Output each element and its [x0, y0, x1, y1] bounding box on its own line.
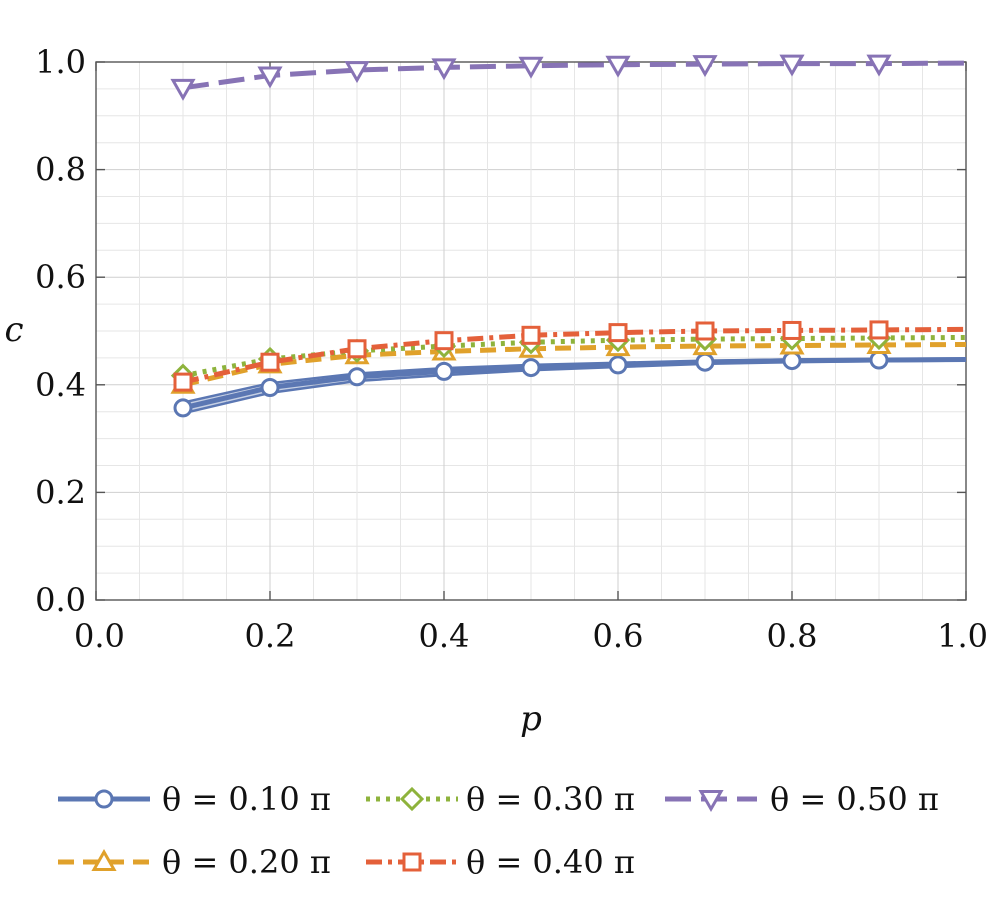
axis-ticks: 0.0 0.2 0.4 0.6 0.8 1.0 0.0 0.2 0.4 0.6 0.8 1.0	[35, 43, 988, 655]
y-tick-label: 0.8	[35, 151, 86, 189]
legend-label: θ = 0.20 π	[162, 843, 331, 881]
series-5-line	[182, 60, 967, 91]
grid	[96, 62, 966, 600]
series-1-point	[782, 351, 802, 371]
series-5-point	[344, 61, 370, 84]
series-5-point	[431, 58, 457, 81]
series-5-point	[866, 54, 892, 77]
series-5-point	[779, 54, 805, 77]
legend-marker	[91, 848, 117, 871]
series-1-line	[182, 357, 967, 411]
series-2-line	[182, 341, 967, 388]
series-4-point	[608, 323, 628, 343]
series-4-point	[782, 320, 802, 340]
legend-entry: θ = 0.50 π	[665, 780, 939, 818]
legend-marker	[399, 786, 425, 812]
series-group	[170, 54, 967, 418]
series-5-point	[170, 78, 196, 101]
y-tick-label: 0.2	[35, 473, 86, 511]
series-4-point	[695, 321, 715, 341]
x-axis-label: p	[520, 699, 542, 739]
legend-entry: θ = 0.40 π	[366, 843, 635, 881]
series-1-point	[434, 361, 454, 381]
series-4-point	[521, 325, 541, 345]
legend: θ = 0.10 π θ = 0.20 π θ = 0.30 π θ = 0.40 π…	[58, 780, 939, 881]
series-1-point	[260, 377, 280, 397]
x-tick-label: 0.0	[74, 617, 125, 655]
series-5-point	[692, 55, 718, 78]
series-1-point	[173, 398, 193, 418]
x-tick-label: 0.8	[767, 617, 818, 655]
legend-marker	[94, 789, 114, 809]
series-1	[173, 350, 967, 418]
series-4-point	[347, 339, 367, 359]
series-1-point	[869, 350, 889, 370]
series-1-point	[521, 358, 541, 378]
y-tick-label: 0.6	[35, 258, 86, 296]
series-5-point	[257, 66, 283, 89]
series-5-point	[605, 55, 631, 78]
y-tick-label: 0.0	[35, 581, 86, 619]
y-tick-label: 1.0	[35, 43, 86, 81]
legend-entry: θ = 0.10 π	[58, 780, 331, 818]
legend-entry: θ = 0.30 π	[366, 780, 635, 818]
legend-label: θ = 0.10 π	[162, 780, 331, 818]
x-tick-label: 0.2	[245, 617, 296, 655]
legend-label: θ = 0.40 π	[466, 843, 635, 881]
legend-label: θ = 0.30 π	[466, 780, 635, 818]
legend-label: θ = 0.50 π	[770, 780, 939, 818]
x-tick-label: 1.0	[937, 617, 988, 655]
legend-marker	[402, 852, 422, 872]
x-tick-label: 0.4	[419, 617, 470, 655]
series-4-point	[173, 372, 193, 392]
series-5-point	[518, 56, 544, 79]
series-1-point	[347, 367, 367, 387]
legend-entry: θ = 0.20 π	[58, 843, 331, 881]
series-4-line	[182, 326, 967, 385]
series-4-point	[434, 331, 454, 351]
series-4	[173, 320, 967, 392]
x-tick-label: 0.6	[593, 617, 644, 655]
series-1-point	[608, 355, 628, 375]
series-4-point	[260, 352, 280, 372]
y-axis-label: c	[4, 310, 23, 350]
legend-marker	[698, 790, 724, 813]
y-tick-label: 0.4	[35, 366, 86, 404]
series-1-point	[695, 352, 715, 372]
series-5	[170, 54, 967, 101]
series-4-point	[869, 320, 889, 340]
